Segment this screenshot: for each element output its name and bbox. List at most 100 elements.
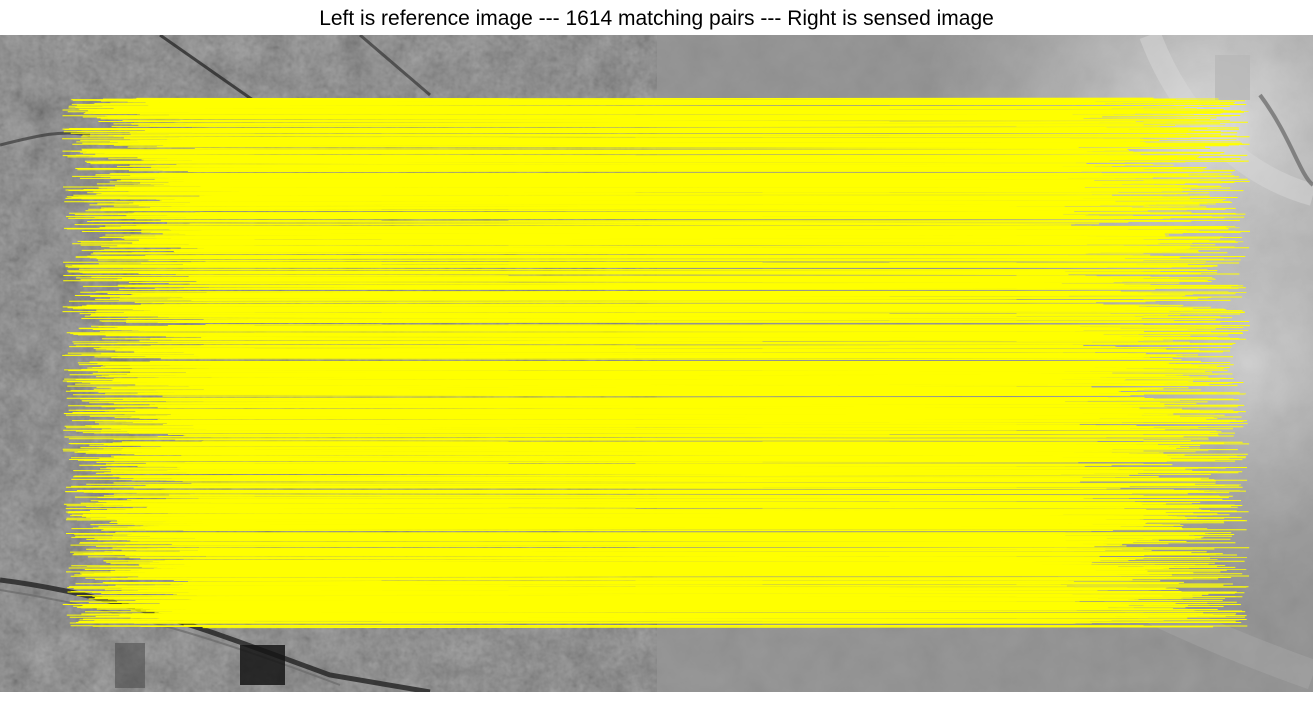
match-line xyxy=(73,470,1201,472)
match-lines xyxy=(62,97,1251,629)
match-line xyxy=(88,449,1238,452)
match-line xyxy=(195,136,1250,138)
match-line xyxy=(207,185,1215,188)
match-line xyxy=(189,223,1072,226)
match-line xyxy=(168,177,1153,180)
match-line xyxy=(69,599,1223,602)
match-line xyxy=(191,482,1216,485)
match-line xyxy=(202,626,1214,629)
match-line xyxy=(166,221,1129,224)
match-line xyxy=(161,199,1223,202)
match-line xyxy=(101,375,1107,378)
match-line xyxy=(93,388,1074,391)
match-line xyxy=(165,498,1084,500)
match-line xyxy=(133,487,1107,490)
match-line xyxy=(202,201,1193,204)
match-line xyxy=(119,615,1226,617)
match-line xyxy=(67,352,1128,355)
match-line xyxy=(165,189,1183,192)
match-line xyxy=(195,111,1161,114)
match-line xyxy=(74,495,1233,498)
match-line xyxy=(131,509,1202,512)
match-line xyxy=(105,463,1085,466)
match-line xyxy=(111,160,1141,163)
match-line xyxy=(65,263,1137,266)
match-line xyxy=(113,108,1224,110)
match-line xyxy=(206,292,1138,294)
match-line xyxy=(82,152,1141,155)
match-line xyxy=(108,134,1237,137)
match-line xyxy=(148,260,1206,262)
match-line xyxy=(173,348,1158,351)
image-pair xyxy=(0,35,1313,692)
match-line xyxy=(209,282,1180,285)
match-line xyxy=(157,176,1240,178)
match-line xyxy=(203,425,1208,428)
match-line xyxy=(92,367,1095,369)
match-line xyxy=(105,114,1194,117)
match-line xyxy=(116,545,1104,547)
match-line xyxy=(90,252,1089,255)
match-line xyxy=(199,195,1068,198)
match-line xyxy=(152,272,1082,275)
match-line xyxy=(112,239,1210,242)
match-line xyxy=(148,105,1106,108)
match-line xyxy=(180,242,1159,245)
match-line xyxy=(103,503,1120,506)
match-line xyxy=(131,179,1095,182)
match-line xyxy=(173,593,1070,596)
match-line xyxy=(126,373,1183,376)
match-line xyxy=(104,410,1111,412)
match-line xyxy=(210,384,1070,386)
match-line xyxy=(195,214,1063,217)
match-line xyxy=(209,614,1236,616)
match-line xyxy=(203,483,1242,486)
match-line xyxy=(96,452,1071,455)
match-line xyxy=(86,516,1177,518)
match-line xyxy=(65,508,1147,510)
match-line xyxy=(198,355,1131,357)
match-line xyxy=(156,148,1211,150)
match-line xyxy=(201,412,1152,415)
match-line xyxy=(206,233,1170,236)
match-line xyxy=(62,155,1109,157)
match-line xyxy=(77,106,1185,109)
match-line xyxy=(94,619,1164,622)
match-line xyxy=(203,387,1189,390)
match-line xyxy=(157,341,1093,344)
match-line xyxy=(63,429,1217,432)
match-line xyxy=(95,155,1195,158)
match-line xyxy=(163,184,1147,186)
match-line xyxy=(103,559,1101,562)
match-line xyxy=(166,293,1065,296)
match-line xyxy=(186,350,1097,353)
match-line xyxy=(84,315,1221,318)
match-line xyxy=(205,541,1088,544)
match-line xyxy=(205,324,1208,326)
match-line xyxy=(101,206,1207,209)
match-line xyxy=(152,561,1065,564)
match-line xyxy=(130,234,1088,237)
match-line xyxy=(162,232,1141,235)
match-line xyxy=(152,189,1244,192)
match-line xyxy=(96,328,1124,331)
match-line xyxy=(84,307,1225,310)
match-line xyxy=(179,577,1167,580)
match-line xyxy=(197,549,1065,552)
match-line xyxy=(127,99,1126,102)
match-line xyxy=(193,424,1080,426)
match-line xyxy=(96,472,1139,475)
match-line xyxy=(153,588,1155,591)
match-line xyxy=(142,192,1210,195)
match-line xyxy=(199,178,1069,181)
match-line xyxy=(139,563,1092,566)
match-line xyxy=(93,190,1162,193)
match-line xyxy=(152,317,1135,320)
match-line xyxy=(100,209,1148,212)
match-line xyxy=(168,316,1223,319)
match-line xyxy=(144,572,1194,575)
match-line xyxy=(120,408,1183,411)
match-line xyxy=(146,506,1200,509)
match-line xyxy=(103,334,1127,337)
